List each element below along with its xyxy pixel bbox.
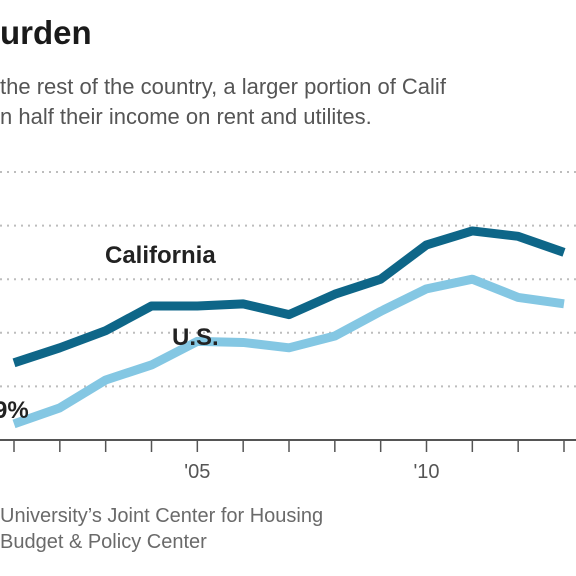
x-tick-label-2005: '05 bbox=[184, 461, 210, 483]
chart-title: urden bbox=[0, 14, 92, 51]
series-line-us bbox=[12, 274, 565, 429]
source-line-1: University’s Joint Center for Housing bbox=[0, 505, 324, 527]
source-line-2: Budget & Policy Center bbox=[0, 531, 207, 553]
chart-subtitle: the rest of the country, a larger portio… bbox=[0, 72, 576, 132]
y-tick-label: 9% bbox=[0, 397, 29, 424]
subtitle-line-2: n half their income on rent and utilites… bbox=[0, 104, 372, 129]
source-note: University’s Joint Center for Housing Bu… bbox=[0, 503, 323, 555]
series-line-california bbox=[12, 226, 566, 368]
subtitle-line-1: the rest of the country, a larger portio… bbox=[0, 74, 446, 99]
x-tick-label-2010: '10 bbox=[413, 461, 439, 483]
series-label-us: U.S. bbox=[172, 324, 219, 351]
series-label-california: California bbox=[105, 242, 216, 269]
